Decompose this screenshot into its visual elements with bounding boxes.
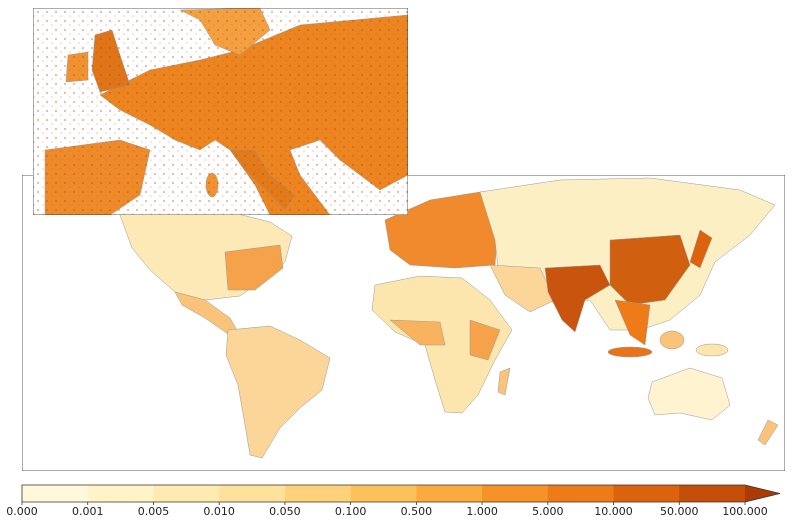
colorbar-tick-label: 0.100 [335,505,367,518]
colorbar: 0.000 0.001 0.005 0.010 0.050 0.100 0.500 1.000… [6,484,781,518]
colorbar-segment [547,485,615,502]
east-africa [469,319,501,361]
colorbar-extend [745,485,780,502]
colorbar-segment [219,485,286,502]
australia [647,367,731,421]
colorbar-tick-label: 0.050 [269,505,301,518]
colorbar-segment [87,485,154,502]
colorbar-tick-label: 0.500 [401,505,433,518]
colorbar-segment [679,485,746,502]
colorbar-tick-label: 1.000 [466,505,498,518]
middle-east [489,264,556,313]
new-zealand [757,419,779,446]
colorbar-segment [482,485,549,502]
colorbar-segment [153,485,220,502]
east-china [609,234,691,306]
colorbar-segment [22,485,89,502]
colorbar-tick-label: 50.000 [660,505,699,518]
colorbar-tick-label: 100.000 [722,505,768,518]
borneo [659,330,685,350]
colorbar-outline [21,484,781,503]
india [544,264,611,333]
colorbar-segment [416,485,483,502]
world-map [22,175,785,471]
southeast-asia [614,299,651,346]
new-guinea [695,343,729,357]
japan [689,229,713,269]
west-africa [389,319,446,346]
south-america [225,325,331,459]
sumatra-java [607,346,653,358]
europe-inset [33,8,408,215]
colorbar-segment [284,485,352,502]
colorbar-tick-label: 0.001 [72,505,104,518]
colorbar-segment [350,485,417,502]
colorbar-tick-label: 10.000 [594,505,633,518]
eastern-us [224,244,284,291]
colorbar-tick-label: 0.000 [6,505,38,518]
colorbar-tick-label: 0.005 [138,505,170,518]
colorbar-tick-label: 0.010 [203,505,235,518]
inset-texture [33,8,408,215]
colorbar-segment [613,485,680,502]
europe-main [384,191,501,269]
colorbar-tick-label: 5.000 [532,505,564,518]
madagascar [497,367,511,396]
